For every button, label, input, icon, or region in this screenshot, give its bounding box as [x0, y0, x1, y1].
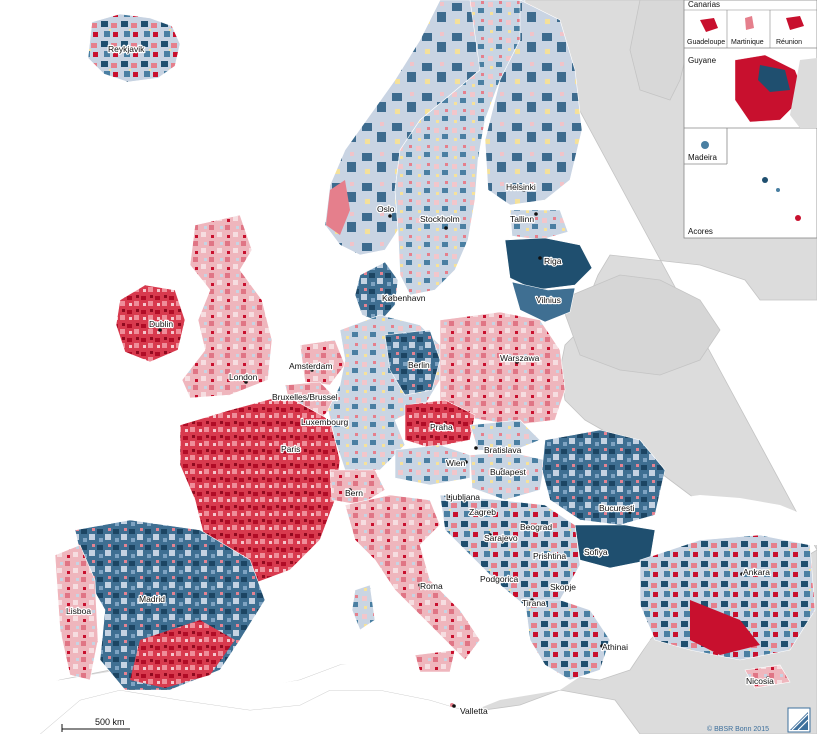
city-nicosia: Nicosia — [746, 676, 774, 686]
city-tallinn: Tallinn — [510, 214, 534, 224]
label-reunion: Réunion — [776, 39, 802, 46]
label-martinique: Martinique — [731, 39, 764, 46]
city-bruxelles: Bruxelles/Brussel — [272, 392, 338, 402]
guadeloupe-shape — [700, 18, 718, 32]
city-roma: Roma — [420, 581, 443, 591]
finland — [484, 0, 583, 206]
city-kobenhavn: København — [382, 293, 426, 303]
hungary — [469, 451, 546, 501]
city-sofiya: Sofiya — [584, 547, 608, 557]
bbsr-logo — [787, 707, 811, 733]
poland — [439, 311, 566, 426]
city-wien: Wien — [446, 458, 466, 468]
austria — [394, 444, 471, 486]
city-stockholm: Stockholm — [420, 214, 460, 224]
ireland — [115, 284, 186, 363]
label-guyane: Guyane — [688, 56, 717, 65]
spain-red-belt — [130, 620, 235, 688]
label-guadeloupe: Guadeloupe — [687, 39, 725, 46]
city-riga: Riga — [544, 256, 562, 266]
city-berlin: Berlin — [408, 360, 430, 370]
city-skopje: Skopje — [550, 582, 576, 592]
scale-bar: 500 km — [61, 717, 130, 732]
city-vilnius: Vilnius — [536, 295, 561, 305]
city-bratislava: Bratislava — [484, 445, 522, 455]
italy — [344, 494, 481, 661]
city-beograd: Beograd — [520, 522, 552, 532]
credit-text: © BBSR Bonn 2015 — [707, 725, 769, 733]
city-labels: Reykjavik Oslo Stockholm Helsinki Tallin… — [65, 43, 776, 717]
guyane-surroundings — [790, 58, 817, 128]
sicily — [414, 649, 456, 673]
city-dublin: Dublin — [149, 319, 173, 329]
france — [179, 394, 341, 586]
latvia — [504, 237, 593, 291]
scale-bar-label: 500 km — [95, 717, 125, 727]
city-warszawa: Warszawa — [500, 353, 540, 363]
slovakia — [469, 419, 541, 453]
iceland — [87, 13, 181, 83]
greece — [524, 599, 611, 681]
martinique-shape — [745, 16, 754, 30]
lithuania — [511, 281, 576, 323]
estonia — [509, 209, 569, 241]
city-paris: Paris — [281, 444, 300, 454]
czechia — [404, 399, 476, 449]
denmark — [354, 261, 399, 323]
netherlands — [299, 339, 346, 386]
city-valletta: Valletta — [460, 706, 488, 716]
label-canarias: Canarias — [688, 0, 720, 9]
city-ankara: Ankara — [743, 567, 770, 577]
romania — [541, 429, 666, 526]
label-acores: Acores — [688, 227, 713, 236]
guyane-blue — [758, 65, 790, 92]
great-britain — [181, 214, 273, 399]
inset-panel: Canarias Guadeloupe Martinique Réunion G… — [683, 0, 817, 239]
city-bern: Bern — [345, 488, 363, 498]
portugal — [54, 544, 99, 681]
turkey — [639, 534, 816, 661]
city-bucuresti: Bucuresti — [599, 503, 635, 513]
city-sarajevo: Sarajevo — [484, 533, 518, 543]
norway-coast-red — [326, 180, 350, 235]
city-athinai: Athinai — [602, 642, 628, 652]
label-madeira: Madeira — [688, 153, 717, 162]
city-lisboa: Lisboa — [66, 606, 91, 616]
city-praha: Praha — [430, 422, 453, 432]
germany-east — [384, 329, 441, 396]
city-london: London — [229, 372, 258, 382]
city-zagreb: Zagreb — [469, 507, 496, 517]
acores-shape-3 — [795, 215, 801, 221]
acores-shape-1 — [762, 177, 768, 183]
city-ljubljana: Ljubljana — [446, 492, 480, 502]
city-budapest: Budapest — [490, 467, 527, 477]
switzerland — [329, 469, 386, 506]
reunion-shape — [786, 16, 804, 30]
city-tirana: Tirana — [522, 598, 546, 608]
acores-shape-2 — [776, 188, 780, 192]
city-podgorica: Podgorica — [480, 574, 519, 584]
turkey-red — [690, 600, 760, 655]
city-amsterdam: Amsterdam — [289, 361, 332, 371]
city-reykjavik: Reykjavik — [108, 44, 145, 54]
sea-areas — [0, 495, 817, 734]
city-luxembourg: Luxembourg — [301, 417, 349, 427]
city-oslo: Oslo — [377, 204, 395, 214]
city-madrid: Madrid — [139, 594, 165, 604]
city-helsinki: Helsinki — [506, 182, 536, 192]
sardinia — [351, 584, 376, 631]
city-prishtina: Prishtina — [533, 551, 566, 561]
madeira-shape — [701, 141, 709, 149]
